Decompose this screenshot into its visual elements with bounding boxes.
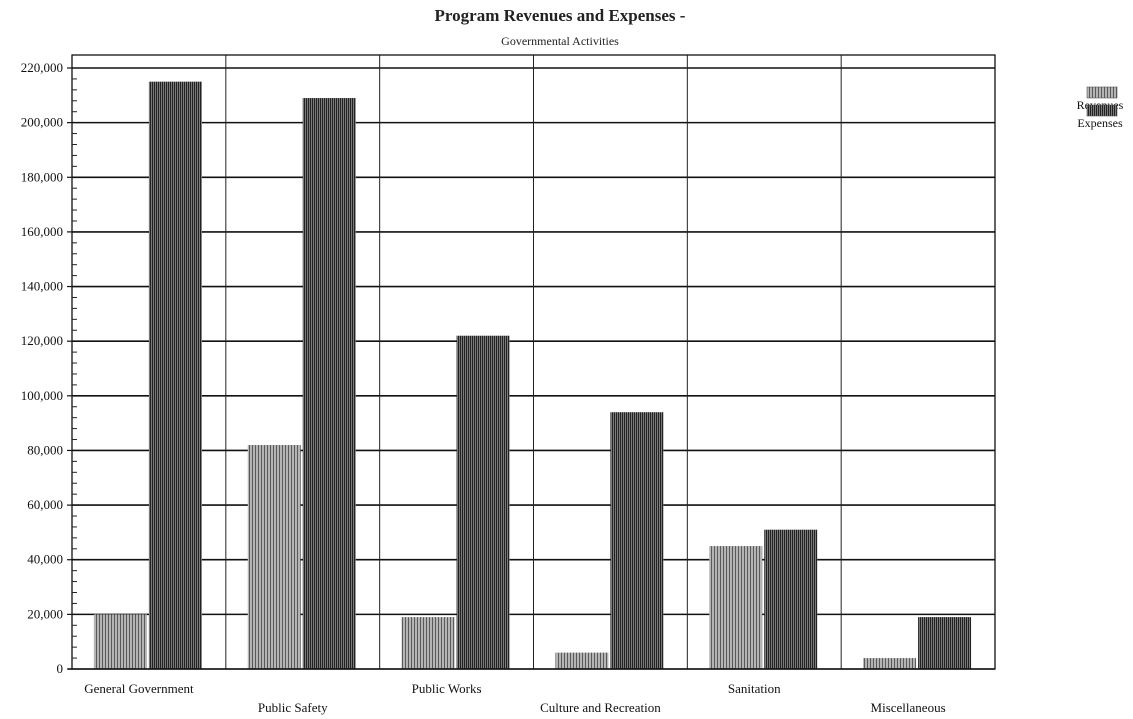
y-tick-label: 60,000 [27, 497, 63, 512]
axes [68, 54, 996, 670]
y-tick-label: 100,000 [21, 388, 63, 403]
y-tick-label: 160,000 [21, 224, 63, 239]
y-tick-label: 20,000 [27, 606, 63, 621]
y-tick-label: 80,000 [27, 442, 63, 457]
bar-revenues [401, 617, 455, 669]
bar-expenses [918, 617, 972, 669]
legend-swatch-expenses [1086, 104, 1118, 117]
x-tick-label: Public Works [412, 681, 482, 696]
y-axis-ticks: 0 20,000 40,000 60,000 80,000 100,000 120,000 1… [21, 60, 77, 676]
x-axis-labels: General Government Public Safety Public Wo… [84, 681, 945, 715]
y-tick-label: 180,000 [21, 169, 63, 184]
bar-expenses [148, 81, 202, 670]
y-tick-label: 120,000 [21, 333, 63, 348]
bar-expenses [610, 412, 664, 669]
bar-revenues [709, 546, 763, 669]
bar-expenses [764, 529, 818, 669]
y-tick-label: 0 [57, 661, 64, 676]
y-tick-label: 220,000 [21, 60, 63, 75]
y-tick-label: 200,000 [21, 115, 63, 130]
chart-title: Program Revenues and Expenses - [435, 6, 686, 25]
legend-label-expenses: Expenses [1077, 116, 1123, 130]
legend-swatch-revenues [1086, 86, 1118, 99]
bar-revenues [863, 658, 917, 669]
bars [93, 81, 972, 670]
x-tick-label: Sanitation [728, 681, 781, 696]
y-tick-label: 40,000 [27, 552, 63, 567]
gridlines [72, 55, 995, 669]
bar-expenses [302, 98, 356, 670]
bar-revenues [555, 652, 609, 669]
x-tick-label: Culture and Recreation [540, 700, 661, 715]
bar-revenues [247, 444, 301, 669]
legend: RevenuesExpenses [1077, 86, 1124, 130]
bar-expenses [456, 335, 510, 669]
x-tick-label: General Government [84, 681, 194, 696]
y-tick-label: 140,000 [21, 279, 63, 294]
chart-subtitle: Governmental Activities [501, 34, 619, 48]
x-tick-label: Miscellaneous [871, 700, 946, 715]
bar-revenues [93, 614, 147, 669]
x-tick-label: Public Safety [258, 700, 328, 715]
